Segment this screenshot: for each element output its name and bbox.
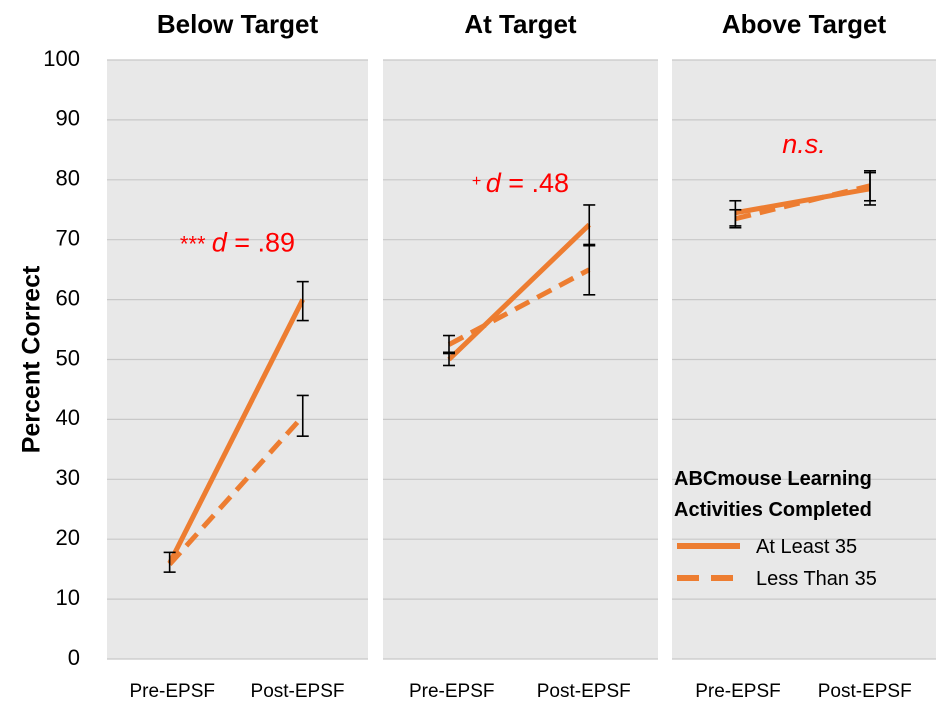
series-line-less-than-35 — [167, 414, 305, 567]
x-tick-label: Post-EPSF — [537, 681, 631, 702]
y-tick-label: 70 — [56, 226, 80, 251]
legend-title: ABCmouse Learning — [674, 468, 872, 490]
series-line-at-least-35 — [447, 222, 591, 362]
x-tick-label: Pre-EPSF — [409, 681, 495, 702]
panel-title: Above Target — [722, 9, 887, 39]
y-tick-label: 60 — [56, 285, 80, 310]
legend-label: Less Than 35 — [756, 568, 877, 590]
series-line-at-least-35 — [167, 298, 305, 565]
x-tick-label: Post-EPSF — [251, 681, 345, 702]
y-tick-label: 40 — [56, 405, 80, 430]
significance-annotation: + d = .48 — [472, 168, 569, 198]
x-tick-label: Pre-EPSF — [129, 681, 215, 702]
legend-label: At Least 35 — [756, 536, 857, 558]
legend-title: Activities Completed — [674, 499, 872, 521]
x-tick-label: Pre-EPSF — [695, 681, 781, 702]
panel-title: Below Target — [157, 9, 319, 39]
significance-annotation: n.s. — [782, 129, 826, 159]
panel-title: At Target — [464, 9, 577, 39]
significance-annotation: *** d = .89 — [180, 228, 295, 258]
y-tick-label: 20 — [56, 525, 80, 550]
y-tick-label: 10 — [56, 585, 80, 610]
y-tick-label: 90 — [56, 106, 80, 131]
y-axis-label: Percent Correct — [18, 265, 46, 453]
x-tick-label: Post-EPSF — [818, 681, 912, 702]
series-line-less-than-35 — [734, 183, 871, 222]
y-tick-label: 80 — [56, 166, 80, 191]
y-tick-label: 30 — [56, 465, 80, 490]
y-tick-label: 0 — [68, 645, 80, 670]
y-tick-label: 100 — [43, 46, 80, 71]
series-line-less-than-35 — [447, 267, 591, 347]
y-tick-label: 50 — [56, 345, 80, 370]
